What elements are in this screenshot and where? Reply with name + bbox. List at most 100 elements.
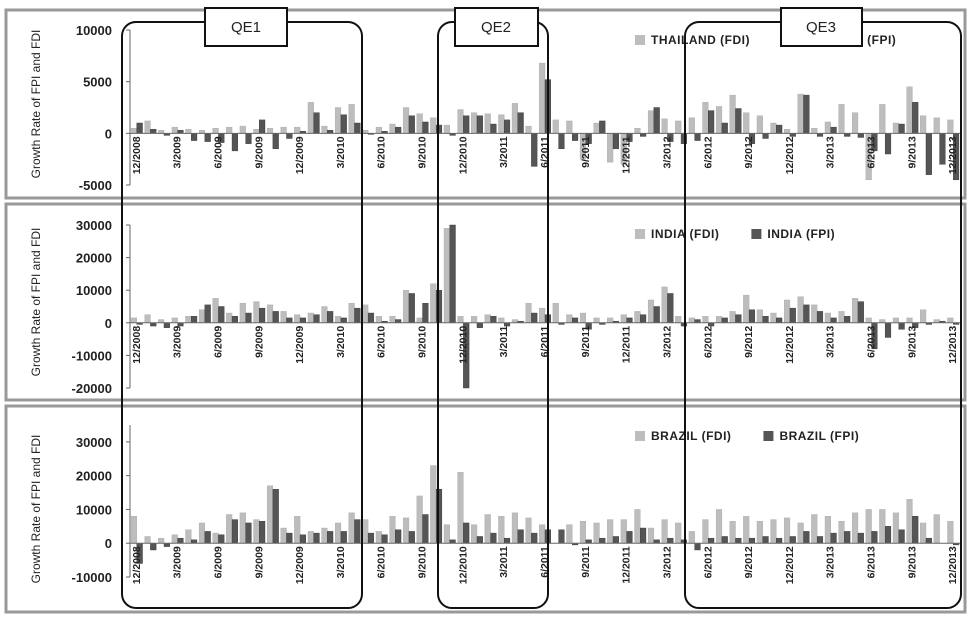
bar [552, 119, 559, 134]
bar [334, 522, 342, 544]
bar [171, 126, 178, 134]
bar [416, 113, 423, 134]
bar [430, 283, 437, 323]
y-axis-label: Growth Rate of FPI and FDI [29, 435, 43, 584]
bar [218, 534, 225, 544]
bar [838, 521, 845, 544]
panel-frame [4, 202, 967, 402]
bar [266, 485, 274, 544]
bar [463, 115, 470, 134]
x-tick-label: 6/2011 [539, 326, 551, 358]
bar [811, 514, 818, 544]
bar [797, 522, 804, 544]
bar [708, 537, 715, 544]
bar [776, 124, 783, 134]
x-tick-label: 3/2013 [825, 136, 837, 168]
bar [912, 516, 919, 544]
bar [898, 322, 905, 330]
bar [708, 110, 715, 134]
bar [334, 316, 342, 323]
qe-label: QE2 [481, 19, 511, 36]
bar [253, 128, 260, 134]
y-tick-label: 20000 [76, 251, 112, 266]
bar [735, 108, 742, 134]
bar [647, 527, 655, 544]
bar [634, 509, 641, 544]
x-tick-label: 3/2013 [825, 326, 837, 358]
bar [647, 110, 655, 134]
x-tick-label: 6/2009 [212, 136, 224, 168]
bar [612, 536, 619, 544]
bar [354, 307, 361, 324]
x-tick-label: 12/2009 [294, 136, 306, 174]
bar [403, 517, 410, 544]
bar [198, 309, 206, 324]
bar [348, 104, 355, 134]
bar [852, 512, 859, 544]
bar [150, 128, 157, 134]
bar [245, 133, 252, 144]
panels: Growth Rate of FPI and FDI -5000 0 5000 1000… [4, 8, 967, 614]
bar [498, 114, 505, 134]
bar [675, 316, 682, 323]
bar [327, 531, 334, 544]
x-tick-label: 12/2008 [131, 546, 143, 584]
bar [348, 512, 355, 544]
bar [443, 524, 450, 544]
bar [566, 524, 573, 544]
qe1-label-box [204, 7, 288, 47]
bar [811, 304, 818, 323]
bar [933, 117, 940, 134]
x-tick-label: 9/2011 [580, 326, 592, 358]
bar [743, 294, 750, 323]
bar [640, 314, 647, 323]
bar [634, 127, 641, 134]
bar [375, 531, 382, 544]
bar [830, 126, 837, 134]
bar [762, 316, 769, 323]
bar [653, 107, 660, 134]
bar [443, 124, 450, 134]
bar [307, 312, 314, 323]
x-tick-label: 3/2012 [661, 546, 673, 578]
bar [729, 94, 736, 134]
x-tick-label: 3/2011 [498, 136, 510, 168]
bar [626, 317, 633, 324]
bar [566, 120, 573, 134]
x-tick-label: 12/2011 [621, 326, 633, 364]
x-tick-label: 12/2009 [294, 326, 306, 364]
bar [403, 290, 410, 324]
bar [299, 317, 306, 324]
y-tick-label: 10000 [76, 283, 112, 298]
bar [572, 133, 579, 141]
qe-label: QE1 [231, 19, 261, 36]
x-tick-label: 6/2010 [376, 546, 388, 578]
x-tick-label: 3/2009 [172, 326, 184, 358]
bar [784, 299, 791, 324]
bar [620, 519, 627, 544]
bar [830, 532, 837, 544]
bar [857, 532, 864, 544]
bar [653, 539, 660, 544]
bar [171, 534, 178, 544]
bar [607, 519, 614, 544]
bar [721, 536, 728, 544]
x-tick-label: 6/2010 [376, 136, 388, 168]
y-tick-label: 0 [105, 126, 112, 141]
bar [403, 107, 410, 134]
bar [925, 133, 932, 175]
bar [756, 521, 763, 544]
x-tick-label: 6/2012 [702, 136, 714, 168]
bar [892, 512, 899, 544]
bar [748, 309, 756, 324]
bar [198, 522, 206, 544]
bar [906, 86, 913, 134]
bar [185, 128, 192, 134]
bar [824, 121, 831, 134]
x-tick-label: 12/2011 [621, 136, 633, 174]
bar [191, 539, 198, 544]
bar [185, 316, 192, 323]
bar [136, 122, 143, 134]
bar [694, 133, 701, 141]
